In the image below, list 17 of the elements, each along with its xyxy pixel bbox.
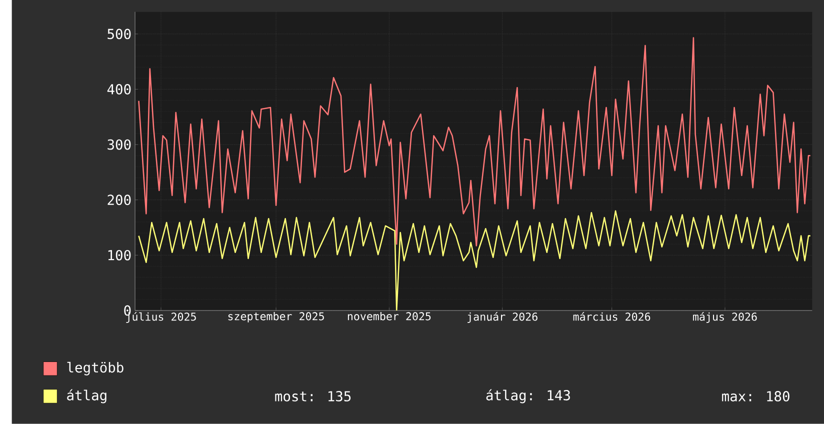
line-series: [138, 210, 811, 311]
y-tick-label: 100: [108, 250, 131, 260]
x-tick-label: január 2026: [468, 312, 538, 323]
text: most: 135: [275, 391, 351, 402]
legend-label: átlag: [67, 389, 106, 404]
y-tick-label: 500: [108, 28, 131, 40]
x-tick-label: szeptember 2025: [228, 312, 324, 323]
x-tick-label: május 2026: [693, 312, 757, 323]
x-tick-label: november 2025: [348, 312, 431, 320]
x-tick-label: március 2026: [573, 312, 650, 321]
text: max: 180: [722, 391, 790, 402]
legend-label: legtöbb: [67, 362, 124, 376]
y-tick-label: 200: [108, 194, 131, 206]
line-series: [138, 37, 811, 246]
y-tick-label: 300: [108, 139, 131, 150]
y-tick-label: 400: [107, 84, 131, 95]
text: átlag: 143: [486, 389, 570, 404]
